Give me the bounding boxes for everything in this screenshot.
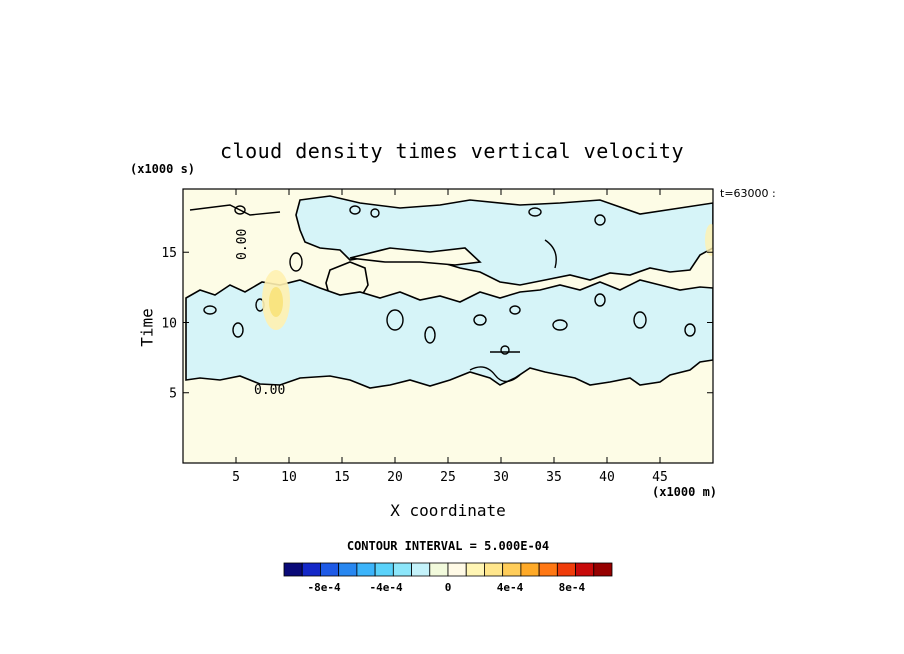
colorbar-level-label: 4e-4	[497, 581, 524, 594]
contour-label: 0.00	[235, 229, 250, 260]
colorbar-swatch	[538, 562, 558, 577]
x-tick-label: 45	[652, 470, 668, 485]
colorbar-swatch	[484, 562, 504, 577]
colorbar-swatch	[502, 562, 522, 577]
colorbar-level-label: 8e-4	[559, 581, 586, 594]
x-axis-ticks: 5 10 15 20 25 30 35 40 45	[232, 189, 668, 485]
colorbar-swatch	[338, 562, 358, 577]
x-tick-label: 30	[493, 470, 509, 485]
colorbar-swatch	[392, 562, 412, 577]
y-tick-label: 15	[161, 246, 177, 261]
chart-title: cloud density times vertical velocity	[219, 139, 685, 163]
colorbar	[283, 562, 613, 577]
colorbar-swatch	[301, 562, 321, 577]
colorbar-level-label: -4e-4	[369, 581, 402, 594]
contour-islands	[189, 204, 696, 383]
colorbar-swatch	[447, 562, 467, 577]
colorbar-level-label: -8e-4	[308, 581, 341, 594]
colorbar-swatch	[520, 562, 540, 577]
negative-middle-band	[185, 279, 713, 389]
time-stamp: t=63000 :	[720, 187, 776, 200]
colorbar-labels: -8e-4 -4e-4 0 4e-4 8e-4	[308, 581, 586, 594]
colorbar-swatch	[593, 562, 613, 577]
y-axis-ticks: 5 10 15	[161, 246, 713, 402]
colorbar-swatch	[465, 562, 485, 577]
negative-upper-band	[295, 195, 713, 286]
contour-interval-label: CONTOUR INTERVAL = 5.000E-04	[346, 539, 550, 553]
colorbar-swatch	[575, 562, 595, 577]
colorbar-swatch	[556, 562, 576, 577]
colorbar-level-label: 0	[445, 581, 452, 594]
colorbar-swatch	[283, 562, 303, 577]
colorbar-swatch	[356, 562, 376, 577]
colorbar-swatch	[411, 562, 431, 577]
positive-peak-inner	[269, 287, 283, 317]
contour-label: 0.00	[254, 383, 285, 398]
y-axis-unit: (x1000 s)	[130, 162, 196, 176]
x-axis-label: X coordinate	[390, 501, 506, 520]
x-tick-label: 20	[387, 470, 403, 485]
x-tick-label: 40	[599, 470, 615, 485]
y-tick-label: 10	[161, 316, 177, 331]
x-tick-label: 25	[440, 470, 456, 485]
y-tick-label: 5	[169, 387, 177, 402]
colorbar-swatch	[320, 562, 340, 577]
positive-right-edge	[705, 224, 713, 256]
colorbar-swatch	[374, 562, 394, 577]
x-axis-unit: (x1000 m)	[652, 485, 718, 499]
zero-top-notch	[349, 247, 482, 266]
x-tick-label: 15	[334, 470, 350, 485]
x-tick-label: 10	[281, 470, 297, 485]
x-tick-label: 35	[546, 470, 562, 485]
colorbar-swatch	[429, 562, 449, 577]
x-tick-label: 5	[232, 470, 240, 485]
